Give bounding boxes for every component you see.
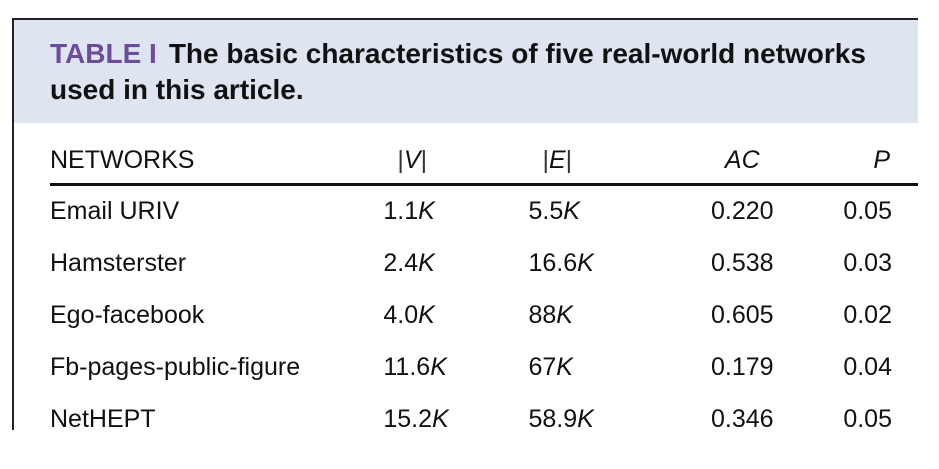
network-name: Fb-pages-public-figure [50, 353, 301, 381]
caption-background [14, 20, 918, 123]
ac-value: 0.220 [710, 197, 774, 225]
network-name: NetHEPT [50, 405, 156, 433]
edge-count: 88K [528, 301, 573, 329]
p-value: 0.05 [843, 197, 892, 225]
table-row: Hamsterster 2.4K 16.6K 0.538 0.03 [50, 238, 918, 290]
network-name: Email URIV [50, 197, 180, 225]
header-networks: NETWORKS [50, 138, 384, 186]
p-value: 0.02 [843, 301, 892, 329]
table-row: Fb-pages-public-figure 11.6K 67K 0.179 0… [50, 342, 918, 394]
edge-count: 5.5K [528, 197, 580, 225]
caption-text: The basic characteristics of five real-w… [50, 38, 866, 105]
edge-count: 67K [528, 353, 573, 381]
p-value: 0.04 [843, 353, 892, 381]
table-row: Email URIV 1.1K 5.5K 0.220 0.05 [50, 184, 918, 238]
p-value: 0.05 [843, 405, 892, 433]
network-name: Hamsterster [50, 249, 187, 277]
header-row: NETWORKS |V| |E| AC P [50, 138, 918, 186]
vertex-count: 4.0K [383, 301, 435, 329]
network-name: Ego-facebook [50, 301, 205, 329]
frame-left-border [12, 18, 14, 430]
vertex-count: 1.1K [383, 197, 435, 225]
table-row: NetHEPT 15.2K 58.9K 0.346 0.05 [50, 394, 918, 446]
vertex-count: 2.4K [383, 249, 435, 277]
edge-count: 16.6K [528, 249, 594, 277]
network-table: NETWORKS |V| |E| AC P Email URIV 1.1K 5.… [50, 138, 918, 446]
ac-value: 0.179 [710, 353, 774, 381]
edge-count: 58.9K [528, 405, 594, 433]
header-edges: |E| [528, 138, 670, 186]
table-row: Ego-facebook 4.0K 88K 0.605 0.02 [50, 290, 918, 342]
ac-value: 0.605 [710, 301, 774, 329]
table-label: TABLE I [50, 38, 157, 69]
ac-value: 0.346 [710, 405, 774, 433]
p-value: 0.03 [843, 249, 892, 277]
header-vertices: |V| [383, 138, 529, 186]
header-ac: AC [669, 138, 815, 186]
ac-value: 0.538 [710, 249, 774, 277]
header-p: P [814, 138, 918, 186]
vertex-count: 15.2K [383, 405, 449, 433]
vertex-count: 11.6K [383, 353, 447, 381]
table-caption: TABLE I The basic characteristics of five… [50, 36, 900, 108]
frame-top-border [12, 18, 918, 20]
